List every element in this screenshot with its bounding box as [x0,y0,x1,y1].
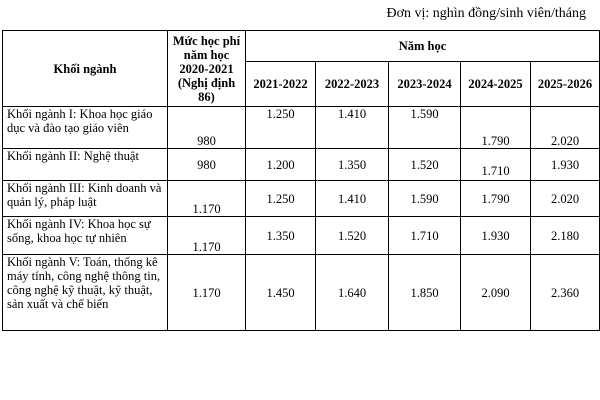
fee-cell: 1.790 [460,180,531,217]
sector-name: Khối ngành V: Toán, thống kê máy tính, c… [2,254,168,331]
fee-cell: 1.930 [529,148,600,181]
base-fee-cell: 1.170 [167,254,246,331]
base-fee-cell: 1.170 [167,216,246,255]
fee-cell: 1.450 [245,254,316,331]
fee-cell: 1.930 [460,216,531,255]
header-year-2025-2026: 2025-2026 [529,61,600,107]
table-row: Khối ngành I: Khoa học giáo dục và đào t… [2,106,600,149]
header-base-fee: Mức học phí năm học 2020-2021 (Nghị định… [167,30,246,107]
fee-cell: 1.350 [315,148,389,181]
fee-cell: 1.590 [388,180,461,217]
fee-cell: 2.180 [529,216,600,255]
fee-cell: 1.250 [245,106,316,149]
fee-cell: 2.020 [529,180,600,217]
fee-cell: 1.410 [315,106,389,149]
base-fee-cell: 1.170 [167,180,246,217]
table-row: Khối ngành V: Toán, thống kê máy tính, c… [2,254,600,331]
fee-cell: 1.410 [315,180,389,217]
header-sector: Khối ngành [2,30,168,107]
fee-cell: 2.090 [460,254,531,331]
sector-name: Khối ngành II: Nghệ thuật [2,148,168,181]
unit-label: Đơn vị: nghìn đồng/sinh viên/tháng [386,6,586,21]
fee-cell: 1.590 [388,106,461,149]
fee-cell: 2.020 [529,106,600,149]
fee-cell: 1.520 [315,216,389,255]
fee-cell: 2.360 [529,254,600,331]
fee-cell: 1.200 [245,148,316,181]
fee-cell: 1.790 [460,106,531,149]
table-row: Khối ngành III: Kinh doanh và quản lý, p… [2,180,600,217]
table-row: Khối ngành II: Nghệ thuật 980 1.200 1.35… [2,148,600,181]
fee-cell: 1.710 [460,148,531,181]
fee-cell: 1.640 [315,254,389,331]
header-school-year: Năm học [244,30,600,62]
header-year-2021-2022: 2021-2022 [245,61,316,107]
fee-cell: 1.850 [388,254,461,331]
sector-name: Khối ngành III: Kinh doanh và quản lý, p… [2,180,168,217]
fee-cell: 1.350 [245,216,316,255]
tuition-fee-table: Khối ngành Mức học phí năm học 2020-2021… [2,30,600,331]
fee-cell: 1.520 [388,148,461,181]
fee-cell: 1.250 [245,180,316,217]
header-year-2022-2023: 2022-2023 [315,61,389,107]
base-fee-cell: 980 [167,106,246,149]
base-fee-cell: 980 [167,148,246,181]
table-row: Khối ngành IV: Khoa học sự sống, khoa họ… [2,216,600,255]
sector-name: Khối ngành IV: Khoa học sự sống, khoa họ… [2,216,168,255]
header-year-2023-2024: 2023-2024 [388,61,461,107]
sector-name: Khối ngành I: Khoa học giáo dục và đào t… [2,106,168,149]
header-year-2024-2025: 2024-2025 [460,61,531,107]
fee-cell: 1.710 [388,216,461,255]
